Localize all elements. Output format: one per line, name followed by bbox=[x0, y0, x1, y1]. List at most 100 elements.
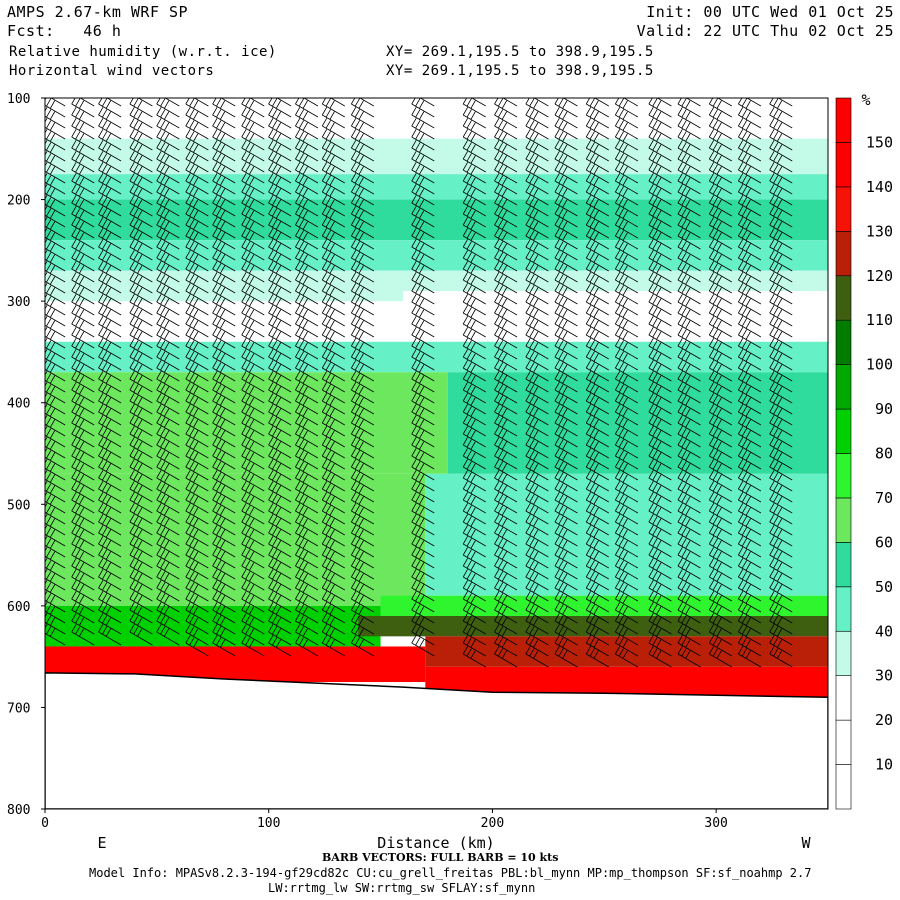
wind-barb bbox=[129, 580, 153, 602]
wind-barb bbox=[554, 459, 578, 481]
wind-barb bbox=[71, 162, 95, 184]
wind-barb bbox=[321, 624, 345, 646]
wind-barb bbox=[212, 316, 236, 338]
wind-barb bbox=[585, 349, 609, 371]
wind-barb bbox=[585, 646, 609, 668]
wind-barb bbox=[295, 437, 319, 459]
wind-barb bbox=[677, 305, 701, 327]
wind-barb bbox=[268, 305, 292, 327]
wind-barb bbox=[71, 338, 95, 360]
wind-barb bbox=[677, 481, 701, 503]
wind-barb bbox=[129, 426, 153, 448]
wind-barb bbox=[268, 371, 292, 393]
wind-barb bbox=[769, 393, 793, 415]
wind-barb bbox=[129, 404, 153, 426]
wind-barb bbox=[525, 404, 549, 426]
wind-barb bbox=[554, 360, 578, 382]
wind-barb bbox=[471, 98, 486, 107]
wind-barb bbox=[98, 217, 122, 239]
wind-barb bbox=[98, 624, 122, 646]
wind-barb bbox=[45, 602, 66, 624]
wind-barb bbox=[212, 426, 236, 448]
wind-barb bbox=[494, 448, 518, 470]
wind-barb bbox=[71, 360, 95, 382]
wind-barb bbox=[769, 98, 793, 118]
wind-barb bbox=[295, 393, 319, 415]
wind-barb bbox=[554, 646, 578, 668]
wind-barb bbox=[411, 184, 435, 206]
wind-barb bbox=[708, 536, 733, 558]
colorbar-label: 110 bbox=[866, 311, 893, 329]
wind-barb bbox=[241, 602, 265, 624]
wind-barb bbox=[156, 569, 180, 591]
wind-barb bbox=[585, 514, 609, 536]
wind-barb bbox=[708, 470, 733, 492]
wind-barb bbox=[525, 525, 549, 547]
wind-barb bbox=[494, 470, 518, 492]
wind-barb bbox=[185, 206, 209, 228]
wind-barb bbox=[212, 305, 236, 327]
wind-barb bbox=[677, 646, 701, 668]
wind-barb bbox=[156, 261, 180, 283]
wind-barb bbox=[268, 338, 292, 360]
wind-barb bbox=[241, 525, 265, 547]
wind-barb bbox=[494, 481, 518, 503]
wind-barb bbox=[708, 360, 733, 382]
wind-barb bbox=[494, 272, 518, 294]
colorbar-label: 40 bbox=[875, 622, 893, 640]
wind-barb bbox=[656, 98, 672, 107]
colorbar-swatch bbox=[835, 364, 852, 410]
wind-barb bbox=[98, 98, 122, 118]
wind-barb bbox=[494, 118, 518, 140]
wind-barb bbox=[129, 470, 153, 492]
wind-barb bbox=[708, 492, 733, 514]
wind-barb bbox=[738, 426, 762, 448]
wind-barb bbox=[677, 140, 701, 162]
wind-barb bbox=[554, 382, 578, 404]
wind-barb bbox=[241, 327, 265, 349]
colorbar-label: 90 bbox=[875, 400, 893, 418]
x-tick-label: 0 bbox=[41, 816, 49, 831]
wind-barb bbox=[268, 239, 292, 261]
wind-barb bbox=[295, 360, 319, 382]
wind-barb bbox=[321, 591, 345, 613]
wind-barb bbox=[185, 547, 209, 569]
wind-barb bbox=[708, 558, 733, 580]
wind-barb bbox=[525, 151, 549, 173]
wind-barb bbox=[241, 206, 265, 228]
wind-barb bbox=[614, 602, 639, 624]
wind-barb bbox=[350, 459, 375, 481]
wind-barb bbox=[350, 558, 375, 580]
wind-barb bbox=[241, 569, 265, 591]
wind-barb bbox=[185, 316, 209, 338]
wind-barb bbox=[462, 382, 486, 404]
wind-barb bbox=[321, 228, 345, 250]
colorbar-swatch bbox=[835, 764, 852, 810]
wind-barb bbox=[738, 283, 762, 305]
wind-barb bbox=[769, 481, 793, 503]
wind-barb bbox=[708, 140, 733, 162]
wind-barb bbox=[185, 239, 209, 261]
wind-barb bbox=[212, 624, 236, 646]
wind-barb bbox=[648, 514, 672, 536]
wind-barb bbox=[71, 195, 95, 217]
wind-barb bbox=[554, 613, 578, 635]
wind-barb bbox=[717, 98, 733, 107]
wind-barb bbox=[525, 415, 549, 437]
wind-barb bbox=[708, 305, 733, 327]
wind-barb bbox=[554, 514, 578, 536]
wind-barb bbox=[614, 448, 639, 470]
wind-barb bbox=[769, 239, 793, 261]
wind-barb bbox=[129, 459, 153, 481]
wind-barb bbox=[494, 261, 518, 283]
wind-barb bbox=[71, 404, 95, 426]
wind-barb bbox=[98, 404, 122, 426]
wind-barb bbox=[769, 448, 793, 470]
wind-barb bbox=[648, 448, 672, 470]
rh-layer bbox=[45, 605, 381, 647]
wind-barb bbox=[129, 250, 153, 272]
wind-barb bbox=[411, 470, 435, 492]
wind-barb bbox=[738, 217, 762, 239]
wind-barb bbox=[525, 536, 549, 558]
wind-barb bbox=[295, 349, 319, 371]
